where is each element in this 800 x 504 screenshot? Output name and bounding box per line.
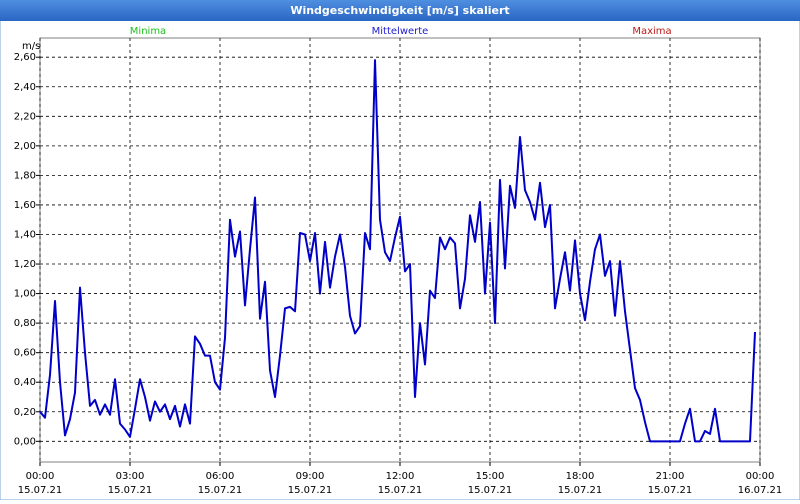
series-line — [39, 59, 756, 443]
y-tick-label: 1,60 — [14, 200, 36, 211]
x-tick-label: 09:00 — [296, 471, 325, 482]
legend-entry: Maxima — [632, 26, 671, 37]
y-tick-label: 2,00 — [14, 141, 36, 152]
y-tick-label: 0,20 — [14, 407, 36, 418]
y-tick-label: 0,00 — [14, 436, 36, 447]
x-tick-date: 15.07.21 — [648, 485, 693, 496]
y-unit: m/s — [22, 41, 40, 52]
y-tick-label: 1,20 — [14, 259, 36, 270]
x-tick-date: 15.07.21 — [378, 485, 423, 496]
legend-entry: Minima — [130, 26, 166, 37]
title-bar — [0, 0, 800, 21]
y-tick-label: 2,20 — [14, 111, 36, 122]
chart-title: Windgeschwindigkeit [m/s] skaliert — [290, 4, 509, 17]
y-tick-label: 2,40 — [14, 82, 36, 93]
y-tick-label: 1,40 — [14, 229, 36, 240]
x-tick-date: 15.07.21 — [468, 485, 513, 496]
x-tick-label: 12:00 — [386, 471, 415, 482]
x-tick-label: 15:00 — [476, 471, 505, 482]
y-tick-label: 1,80 — [14, 170, 36, 181]
y-tick-label: 1,00 — [14, 289, 36, 300]
x-tick-label: 21:00 — [656, 471, 685, 482]
x-tick-date: 15.07.21 — [198, 485, 243, 496]
x-tick-label: 06:00 — [206, 471, 235, 482]
x-tick-date: 15.07.21 — [288, 485, 333, 496]
x-tick-label: 00:00 — [746, 471, 775, 482]
y-tick-label: 2,60 — [14, 52, 36, 63]
x-tick-date: 15.07.21 — [18, 485, 63, 496]
x-tick-label: 00:00 — [26, 471, 55, 482]
x-tick-label: 18:00 — [566, 471, 595, 482]
y-tick-label: 0,80 — [14, 318, 36, 329]
x-tick-date: 15.07.21 — [108, 485, 153, 496]
y-tick-label: 0,60 — [14, 348, 36, 359]
legend-entry: Mittelwerte — [372, 26, 429, 37]
y-tick-label: 0,40 — [14, 377, 36, 388]
x-tick-label: 03:00 — [116, 471, 145, 482]
x-tick-date: 15.07.21 — [558, 485, 603, 496]
x-tick-date: 16.07.21 — [738, 485, 783, 496]
